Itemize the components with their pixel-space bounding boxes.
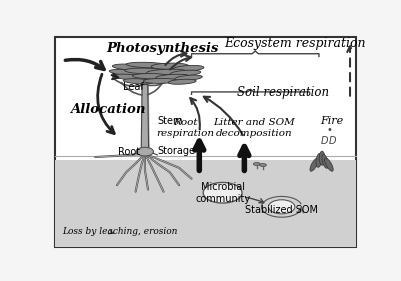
Text: Stabilized SOM: Stabilized SOM — [245, 205, 318, 215]
Text: Ecosystem respiration: Ecosystem respiration — [224, 37, 366, 50]
Ellipse shape — [142, 69, 167, 76]
Text: Soil respiration: Soil respiration — [237, 86, 329, 99]
FancyArrowPatch shape — [128, 74, 142, 84]
Ellipse shape — [203, 182, 242, 203]
Ellipse shape — [125, 68, 165, 74]
Ellipse shape — [151, 63, 188, 69]
Ellipse shape — [150, 63, 178, 72]
Ellipse shape — [123, 79, 154, 84]
FancyArrowPatch shape — [204, 97, 243, 135]
Ellipse shape — [322, 155, 328, 168]
Ellipse shape — [126, 62, 170, 68]
Ellipse shape — [171, 65, 193, 73]
Text: Leaf: Leaf — [123, 82, 144, 92]
Text: Fire: Fire — [320, 116, 343, 126]
Ellipse shape — [112, 64, 153, 71]
Ellipse shape — [268, 200, 295, 214]
Text: Allocation: Allocation — [70, 103, 146, 116]
FancyArrowPatch shape — [113, 78, 142, 86]
Bar — [55, 160, 356, 247]
Text: Photosynthesis: Photosynthesis — [106, 42, 219, 55]
Text: D: D — [320, 136, 328, 146]
Text: Root: Root — [119, 147, 141, 157]
Ellipse shape — [132, 74, 170, 79]
Ellipse shape — [156, 74, 190, 80]
FancyArrowPatch shape — [165, 51, 186, 65]
Ellipse shape — [168, 79, 196, 84]
Text: •: • — [327, 125, 333, 135]
FancyArrowPatch shape — [195, 141, 204, 171]
Text: D: D — [328, 136, 336, 146]
Ellipse shape — [130, 64, 154, 73]
Ellipse shape — [174, 75, 203, 81]
Ellipse shape — [319, 151, 325, 165]
Text: Litter and SOM
decomposition: Litter and SOM decomposition — [213, 118, 295, 137]
Ellipse shape — [324, 158, 333, 171]
FancyArrowPatch shape — [109, 230, 113, 234]
Ellipse shape — [316, 153, 322, 167]
FancyArrowPatch shape — [111, 74, 118, 79]
Text: Microbial
community: Microbial community — [195, 182, 250, 203]
Ellipse shape — [112, 74, 146, 80]
FancyArrowPatch shape — [190, 98, 200, 130]
FancyArrowPatch shape — [65, 60, 104, 69]
Ellipse shape — [136, 147, 154, 156]
Ellipse shape — [144, 78, 178, 83]
Ellipse shape — [259, 164, 266, 167]
FancyArrowPatch shape — [170, 55, 191, 69]
Ellipse shape — [173, 65, 204, 71]
Ellipse shape — [165, 70, 187, 77]
FancyArrowPatch shape — [97, 74, 114, 133]
Ellipse shape — [170, 70, 201, 76]
Ellipse shape — [253, 162, 260, 166]
Ellipse shape — [109, 69, 143, 76]
Text: Loss by leaching, erosion: Loss by leaching, erosion — [63, 227, 178, 236]
FancyArrowPatch shape — [148, 78, 171, 85]
FancyArrowPatch shape — [148, 74, 156, 83]
FancyArrowPatch shape — [148, 83, 162, 95]
Text: Storage: Storage — [157, 146, 195, 156]
FancyArrowPatch shape — [240, 147, 249, 171]
Ellipse shape — [146, 69, 187, 75]
Ellipse shape — [310, 158, 319, 171]
FancyArrowPatch shape — [122, 83, 142, 95]
Text: Stem: Stem — [157, 116, 183, 126]
FancyArrowPatch shape — [245, 198, 264, 203]
Text: Root
respiration: Root respiration — [156, 118, 214, 137]
